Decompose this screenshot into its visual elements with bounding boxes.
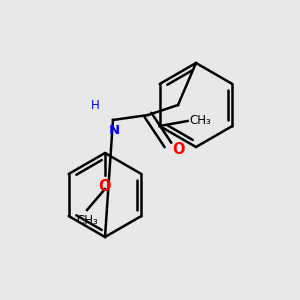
Text: O: O <box>99 179 111 194</box>
Text: N: N <box>109 124 120 137</box>
Text: O: O <box>172 142 184 158</box>
Text: CH₃: CH₃ <box>76 214 98 227</box>
Text: H: H <box>91 99 99 112</box>
Text: CH₃: CH₃ <box>190 115 211 128</box>
